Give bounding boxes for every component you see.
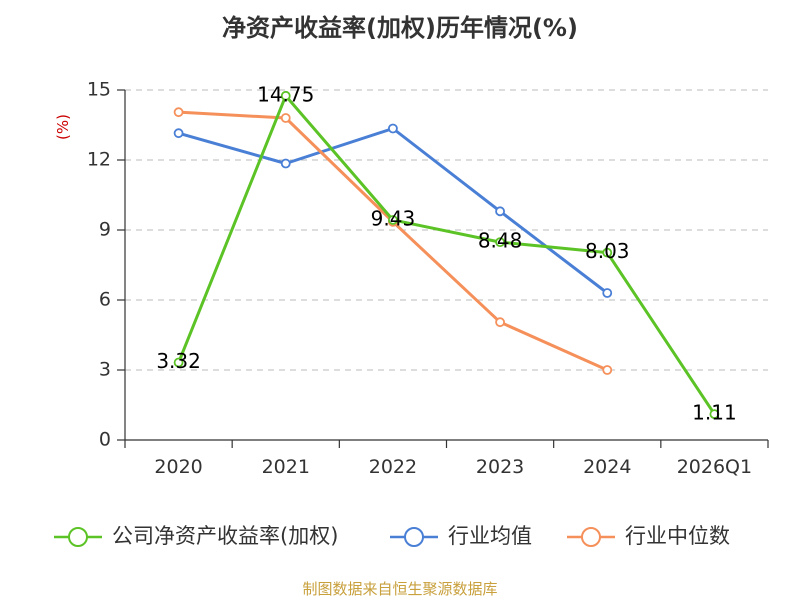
legend: 公司净资产收益率(加权) 行业均值 行业中位数 [54, 524, 730, 548]
legend-label: 行业中位数 [625, 524, 730, 548]
x-tick-label: 2023 [476, 456, 524, 478]
x-tick-label: 2022 [369, 456, 417, 478]
x-tick-label: 2020 [154, 456, 202, 478]
y-axis-unit-label: (%) [54, 114, 72, 140]
data-point [388, 215, 398, 225]
data-point [388, 123, 398, 134]
legend-swatch-marker [68, 527, 88, 547]
data-label: 8.48 [478, 229, 523, 253]
y-tick-label: 12 [87, 149, 111, 171]
data-point [280, 113, 291, 123]
y-tick-label: 9 [99, 219, 111, 241]
source-note: 制图数据来自恒生聚源数据库 [302, 580, 498, 598]
data-point [602, 365, 613, 375]
data-point [495, 206, 505, 217]
axes: 0 3 6 9 12 15 2020 2021 2022 2023 2024 2026Q1 [87, 79, 769, 478]
data-point [602, 288, 613, 298]
data-label: 1.11 [692, 401, 737, 425]
legend-label: 公司净资产收益率(加权) [112, 524, 338, 548]
series-line [177, 94, 716, 415]
data-point [602, 247, 613, 258]
data-point [173, 107, 184, 118]
x-tick-label: 2026Q1 [677, 456, 752, 478]
data-point [495, 317, 505, 328]
data-point [173, 357, 184, 368]
data-point [173, 128, 184, 139]
x-tick-label: 2021 [262, 456, 310, 478]
data-label: 14.75 [257, 82, 314, 106]
data-label: 3.32 [156, 349, 201, 373]
data-label: 8.03 [585, 239, 630, 263]
legend-label: 行业均值 [448, 524, 532, 548]
data-label: 9.43 [371, 206, 416, 230]
y-tick-label: 6 [99, 289, 111, 311]
data-point [280, 158, 291, 169]
data-point [709, 409, 720, 420]
y-tick-label: 15 [87, 79, 111, 101]
legend-swatch-marker [581, 527, 601, 547]
data-labels: 3.32 14.75 9.43 8.48 8.03 1.11 [156, 82, 736, 424]
legend-swatch-marker [404, 527, 424, 547]
x-tick-label: 2024 [583, 456, 631, 478]
y-tick-label: 3 [99, 359, 111, 381]
chart-title: 净资产收益率(加权)历年情况(%) [222, 14, 578, 42]
series-lines [173, 90, 720, 420]
data-point [495, 237, 505, 248]
y-tick-label: 0 [99, 429, 111, 451]
data-point [280, 90, 291, 101]
